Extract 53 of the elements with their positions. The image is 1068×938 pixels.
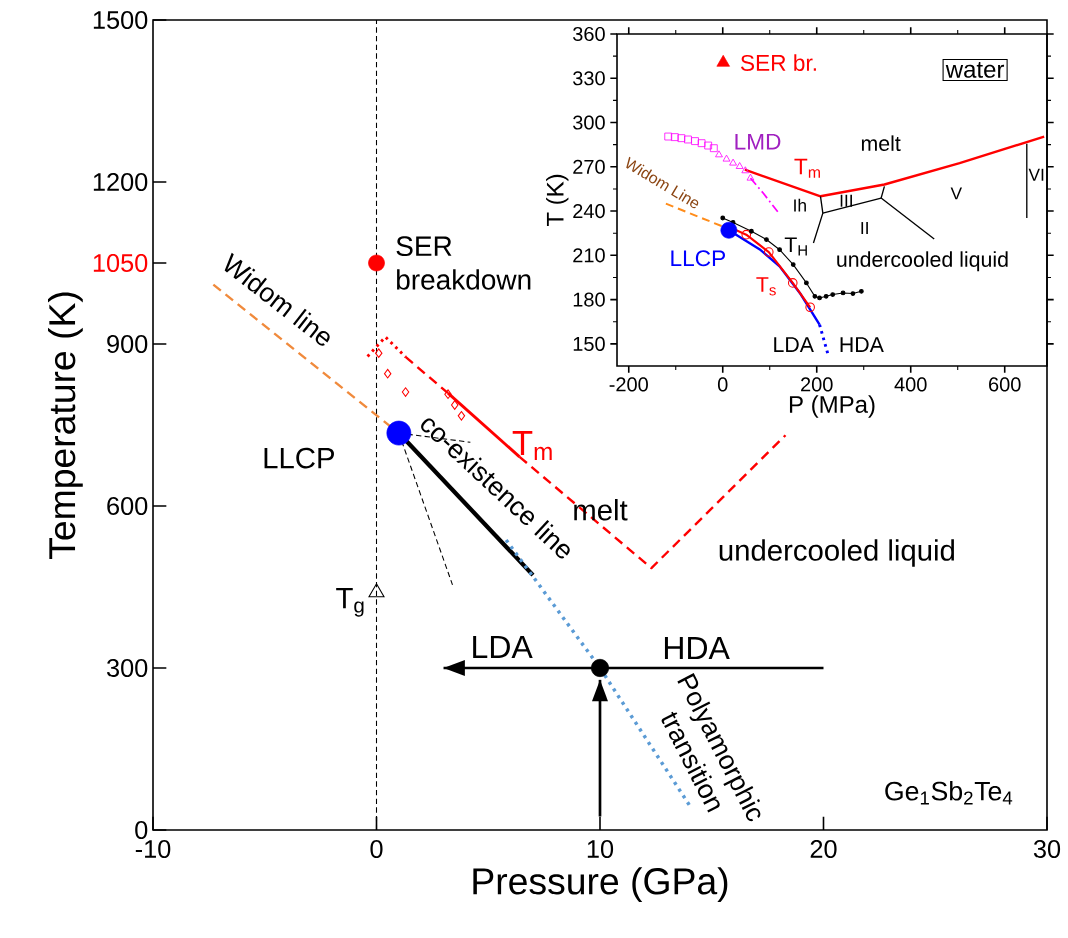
- annotation: V: [950, 187, 963, 200]
- x-axis-title: P (MPa): [789, 395, 875, 418]
- y-axis-title: Temperature (K): [48, 292, 83, 560]
- x-tick-label: -200: [609, 377, 648, 392]
- annotation: LLCP: [671, 250, 725, 267]
- y-axis-title: T (K): [546, 174, 569, 227]
- x-tick-label: 30: [1033, 840, 1061, 858]
- y-tick-label: 240: [573, 203, 605, 219]
- annotation: LDA: [774, 337, 814, 352]
- x-tick-label: 600: [989, 377, 1021, 392]
- y-tick-label: 600: [107, 497, 148, 515]
- x-tick-label: 400: [894, 377, 927, 392]
- x-tick-label: -10: [135, 840, 171, 858]
- annotation: Ih: [794, 198, 806, 212]
- y-tick-label: 0: [135, 821, 148, 839]
- y-tick-label: 1500: [93, 11, 148, 29]
- x-tick-label: 0: [717, 377, 728, 392]
- annotation: LDA: [473, 635, 533, 658]
- annotation: LLCP: [264, 447, 334, 469]
- y-tick-label: 180: [573, 292, 605, 307]
- annotation: T$_{m}$: [794, 158, 820, 178]
- y-tick-label: 300: [573, 115, 605, 130]
- annotation: SER br.: [740, 54, 816, 71]
- y-tick-label: 330: [573, 71, 605, 86]
- annotation: melt: [574, 498, 628, 521]
- x-tick-label: 200: [801, 377, 833, 392]
- annotation: III: [840, 194, 852, 207]
- annotation: HDA: [664, 636, 730, 660]
- y-tick-label: 150: [573, 336, 605, 351]
- x-axis-title: Pressure (GPa): [473, 867, 728, 902]
- annotation: T$_{s}$: [756, 277, 776, 296]
- annotation: II: [861, 222, 868, 234]
- y-tick-label: 1050: [93, 254, 148, 272]
- annotation: undercooled liquid: [719, 539, 954, 567]
- annotation: T$_{g}$: [336, 588, 364, 617]
- y-tick-label: 300: [106, 659, 148, 677]
- annotation: melt: [861, 135, 901, 152]
- annotation: water: [945, 62, 1005, 78]
- y-tick-label: 270: [573, 159, 605, 174]
- y-tick-label: 900: [107, 335, 148, 353]
- x-tick-label: 20: [810, 840, 837, 858]
- y-tick-label: 1200: [93, 173, 148, 191]
- annotation: undercooled liquid: [837, 251, 1008, 272]
- annotation: LMD: [735, 133, 781, 150]
- annotation: Ge$_{1}$Sb$_{2}$Te$_{4}$: [885, 780, 1013, 805]
- y-tick-label: 360: [573, 26, 605, 42]
- x-tick-label: 0: [370, 840, 383, 858]
- annotation: T$_{H}$: [784, 237, 807, 256]
- annotation: HDA: [840, 337, 884, 352]
- x-tick-label: 10: [587, 840, 614, 858]
- annotation: VI: [1028, 168, 1044, 181]
- y-tick-label: 210: [573, 248, 605, 263]
- annotation: SER breakdown: [396, 236, 531, 290]
